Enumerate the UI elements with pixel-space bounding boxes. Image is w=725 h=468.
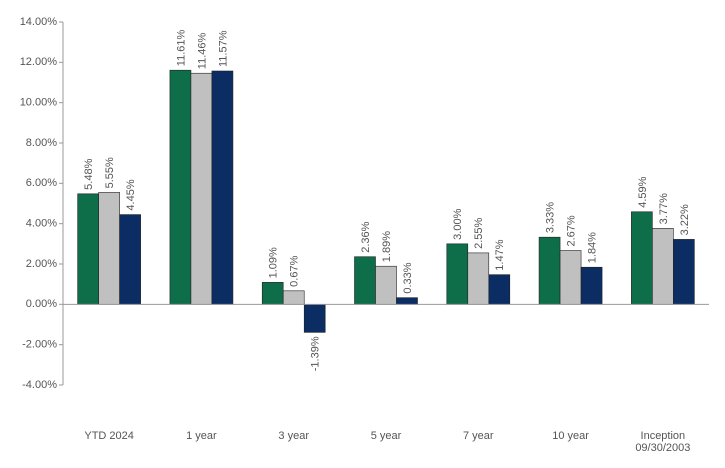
x-tick-label: Inception 09/30/2003 [635,430,690,454]
value-label: 3.00% [452,208,464,239]
bar [303,304,326,333]
x-tick-label: 5 year [371,430,402,442]
x-tick-label: 1 year [186,430,217,442]
value-label: 2.36% [360,221,372,252]
value-label: 11.61% [175,29,187,66]
bar [354,256,376,305]
value-label: 5.48% [83,158,95,189]
bar [211,70,234,305]
y-tick-label: 0.00% [26,298,57,310]
y-tick-label: -2.00% [22,339,57,351]
y-tick-label: 4.00% [26,218,57,230]
bar [119,214,141,305]
value-label: 3.22% [679,204,691,235]
x-tick-label: 7 year [463,430,494,442]
y-tick-label: 2.00% [26,258,57,270]
value-label: 1.89% [381,231,393,262]
value-label: 3.77% [658,193,670,224]
bar [673,239,695,305]
bar [652,228,674,305]
value-label: 1.09% [268,247,280,278]
y-tick-label: 14.00% [20,16,58,28]
value-label: -1.39% [310,336,322,371]
bar [580,266,603,305]
bar [538,236,561,305]
value-label: 1.47% [494,239,506,270]
bar [190,72,213,305]
value-label: 2.67% [565,215,577,246]
value-label: 11.46% [196,33,208,70]
bar [169,69,192,305]
bar [396,297,418,305]
y-tick-label: 12.00% [20,56,58,68]
value-label: 0.67% [289,255,301,286]
x-tick-label: 10 year [552,430,589,442]
value-label: 4.59% [637,176,649,207]
value-label: 11.57% [217,30,229,67]
y-tick-label: -4.00% [22,379,57,391]
value-label: 1.84% [586,232,598,263]
bar [559,250,582,305]
bar [631,211,653,305]
bar [282,290,305,305]
bar [467,252,490,305]
y-tick-label: 8.00% [26,137,57,149]
bar [446,243,469,305]
y-tick-label: 6.00% [26,177,57,189]
bar [261,282,284,305]
bar [375,265,397,305]
value-label: 0.33% [402,262,414,293]
value-label: 3.33% [544,202,556,233]
bar [98,192,120,305]
y-tick-label: 10.00% [20,97,58,109]
value-label: 5.55% [104,157,116,188]
bar [77,193,99,305]
x-tick-label: 3 year [278,430,309,442]
value-label: 2.55% [473,217,485,248]
bar [488,274,511,305]
x-tick-label: YTD 2024 [84,430,134,442]
value-label: 4.45% [125,179,137,210]
